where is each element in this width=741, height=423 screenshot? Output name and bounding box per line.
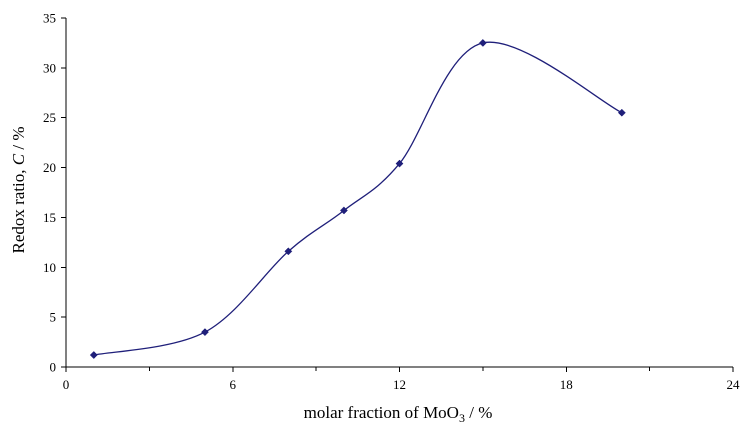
plot-area bbox=[89, 38, 626, 359]
y-tick-label: 15 bbox=[43, 210, 56, 225]
data-point-marker bbox=[89, 351, 98, 359]
y-tick-label: 20 bbox=[43, 160, 56, 175]
y-tick-label: 10 bbox=[43, 260, 56, 275]
data-point-marker bbox=[339, 206, 348, 215]
y-tick-label: 0 bbox=[50, 360, 57, 375]
data-point-marker bbox=[284, 247, 293, 256]
y-tick-label: 35 bbox=[43, 11, 56, 26]
axes: 0 5 10 15 20 25 30 35 0 6 12 18 24 bbox=[43, 11, 740, 393]
series-line bbox=[93, 41, 623, 356]
data-point-marker bbox=[617, 108, 626, 117]
y-axis-title: Redox ratio, C / % bbox=[9, 126, 28, 253]
x-tick-label: 18 bbox=[560, 377, 573, 392]
x-tick-label: 6 bbox=[230, 377, 237, 392]
x-tick-label: 24 bbox=[727, 377, 741, 392]
y-tick-label: 5 bbox=[50, 310, 57, 325]
data-point-marker bbox=[395, 159, 404, 168]
data-point-marker bbox=[201, 328, 209, 337]
x-axis-title: molar fraction of MoO3 / % bbox=[304, 403, 493, 423]
y-tick-label: 30 bbox=[43, 60, 56, 75]
x-tick-label: 0 bbox=[63, 377, 70, 392]
x-tick-label: 12 bbox=[393, 377, 406, 392]
data-point-marker bbox=[478, 38, 487, 47]
y-tick-label: 25 bbox=[43, 110, 56, 125]
